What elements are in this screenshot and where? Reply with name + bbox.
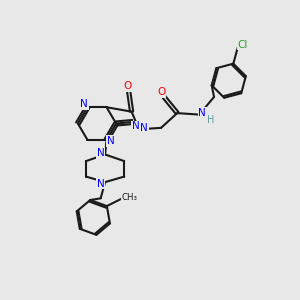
Text: Cl: Cl: [238, 40, 248, 50]
Text: N: N: [97, 178, 105, 189]
Text: H: H: [207, 115, 214, 124]
Text: O: O: [123, 81, 131, 91]
Text: N: N: [198, 108, 206, 118]
Text: N: N: [97, 148, 105, 158]
Text: N: N: [107, 136, 115, 146]
Text: CH₃: CH₃: [122, 193, 138, 202]
Text: O: O: [157, 87, 165, 97]
Text: N: N: [80, 99, 88, 109]
Text: N: N: [132, 122, 140, 131]
Text: N: N: [140, 123, 148, 133]
